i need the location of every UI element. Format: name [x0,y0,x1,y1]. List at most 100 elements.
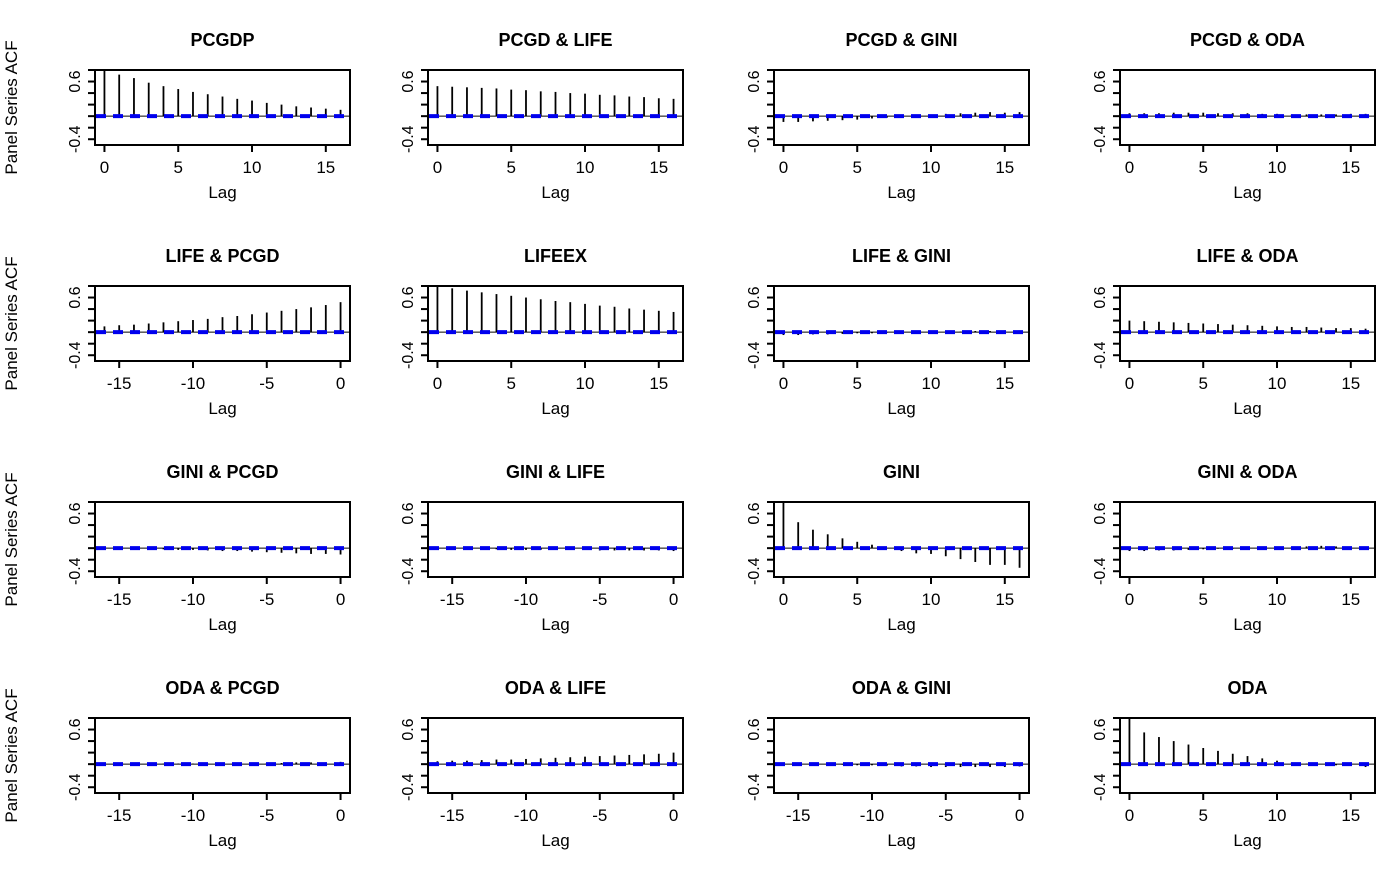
y-tick-label: -0.4 [67,773,84,801]
panel-title: LIFE & PCGD [165,246,279,266]
x-tick-label: 15 [649,374,668,393]
x-tick-label: 10 [243,158,262,177]
acf-panel-pcgdp: PCGDP Panel Series ACF 0.6 -0.4 0 5 10 15 Lag [0,0,362,216]
x-tick-label: 15 [1341,158,1360,177]
acf-panel-pcgd-life: PCGD & LIFE 0.6 -0.4 0 5 10 15 Lag [362,0,708,216]
x-tick-label: -10 [181,374,206,393]
x-tick-label: 15 [316,158,335,177]
acf-panel-lifeex: LIFEEX 0.6 -0.4 0 5 10 15 Lag [362,216,708,432]
y-tick-label: -0.4 [67,341,84,369]
x-axis-label: Lag [1233,183,1261,202]
x-tick-label: 10 [1268,374,1287,393]
y-tick-label: 0.6 [67,70,84,92]
acf-panel-oda: ODA 0.6 -0.4 0 5 10 15 Lag [1054,648,1400,864]
plot-box [427,501,684,578]
y-tick-label: 0.6 [400,502,417,524]
x-tick-label: 0 [779,590,788,609]
acf-panel-life-oda: LIFE & ODA 0.6 -0.4 0 5 10 15 Lag [1054,216,1400,432]
plot-box [94,717,351,794]
x-tick-label: -10 [514,806,539,825]
acf-plot-canvas: GINI 0.6 -0.4 0 5 10 15 Lag [746,462,1030,634]
y-tick-label: -0.4 [67,557,84,585]
x-tick-label: 0 [433,158,442,177]
y-tick-label: -0.4 [746,125,763,153]
x-tick-label: -15 [107,374,132,393]
x-tick-label: 10 [576,158,595,177]
acf-plot-canvas: GINI & PCGD Panel Series ACF 0.6 -0.4 -15 -10… [2,462,351,634]
x-tick-label: 15 [1341,590,1360,609]
x-tick-label: -5 [938,806,953,825]
acf-plot-canvas: PCGD & LIFE 0.6 -0.4 0 5 10 15 Lag [400,30,684,202]
panel-title: GINI & ODA [1197,462,1297,482]
y-tick-label: -0.4 [1092,125,1109,153]
acf-panel-life-pcgd: LIFE & PCGD Panel Series ACF 0.6 -0.4 -15 -10… [0,216,362,432]
acf-plot-canvas: LIFE & ODA 0.6 -0.4 0 5 10 15 Lag [1092,246,1376,418]
panel-title: GINI [883,462,920,482]
x-tick-label: 0 [336,374,345,393]
x-tick-label: 0 [336,590,345,609]
x-tick-label: 10 [922,590,941,609]
x-tick-label: 5 [852,374,861,393]
x-tick-label: -15 [440,590,465,609]
x-tick-label: 0 [779,158,788,177]
plot-box [1119,501,1376,578]
y-tick-label: 0.6 [1092,70,1109,92]
y-tick-label: -0.4 [400,125,417,153]
plot-box [427,69,684,146]
y-tick-label: -0.4 [746,773,763,801]
y-tick-label: -0.4 [67,125,84,153]
x-tick-label: 15 [995,374,1014,393]
panel-title: GINI & LIFE [506,462,605,482]
plot-box [773,501,1030,578]
x-axis-label: Lag [541,399,569,418]
y-axis-label: Panel Series ACF [2,40,21,174]
acf-panel-gini-life: GINI & LIFE 0.6 -0.4 -15 -10 -5 0 Lag [362,432,708,648]
acf-plot-canvas: LIFE & GINI 0.6 -0.4 0 5 10 15 Lag [746,246,1030,418]
x-tick-label: 0 [336,806,345,825]
panel-title: PCGD & LIFE [498,30,612,50]
acf-plot-canvas: GINI & ODA 0.6 -0.4 0 5 10 15 Lag [1092,462,1376,634]
plot-box [1119,285,1376,362]
y-axis-label: Panel Series ACF [2,256,21,390]
x-axis-label: Lag [1233,831,1261,850]
x-tick-label: 0 [1015,806,1024,825]
panel-title: GINI & PCGD [166,462,278,482]
y-axis-label: Panel Series ACF [2,472,21,606]
x-tick-label: 10 [1268,590,1287,609]
x-tick-label: 0 [1125,374,1134,393]
acf-panel-oda-life: ODA & LIFE 0.6 -0.4 -15 -10 -5 0 Lag [362,648,708,864]
x-tick-label: -15 [107,806,132,825]
panel-title: ODA & PCGD [165,678,279,698]
acf-plot-canvas: ODA & GINI 0.6 -0.4 -15 -10 -5 0 Lag [746,678,1030,850]
y-tick-label: -0.4 [746,341,763,369]
plot-box [427,717,684,794]
x-tick-label: -5 [592,806,607,825]
panel-title: LIFEEX [524,246,587,266]
plot-box [94,69,351,146]
panel-title: LIFE & ODA [1197,246,1299,266]
y-tick-label: 0.6 [67,286,84,308]
plot-box [1119,717,1376,794]
y-tick-label: 0.6 [1092,502,1109,524]
x-tick-label: 0 [669,590,678,609]
x-tick-label: -10 [514,590,539,609]
x-tick-label: 10 [922,374,941,393]
y-tick-label: -0.4 [400,341,417,369]
x-tick-label: 5 [173,158,182,177]
x-tick-label: 15 [995,590,1014,609]
x-axis-label: Lag [208,831,236,850]
x-tick-label: 0 [779,374,788,393]
x-tick-label: 10 [1268,806,1287,825]
plot-box [1119,69,1376,146]
plot-box [427,285,684,362]
panel-title: ODA & LIFE [505,678,606,698]
acf-plot-canvas: PCGD & ODA 0.6 -0.4 0 5 10 15 Lag [1092,30,1376,202]
x-tick-label: -10 [860,806,885,825]
x-tick-label: 10 [922,158,941,177]
y-tick-label: -0.4 [1092,341,1109,369]
plot-box [94,501,351,578]
panel-title: PCGD & GINI [845,30,957,50]
y-tick-label: 0.6 [67,718,84,740]
y-tick-label: 0.6 [746,718,763,740]
acf-plot-canvas: ODA & PCGD Panel Series ACF 0.6 -0.4 -15 -10 -… [2,678,351,850]
